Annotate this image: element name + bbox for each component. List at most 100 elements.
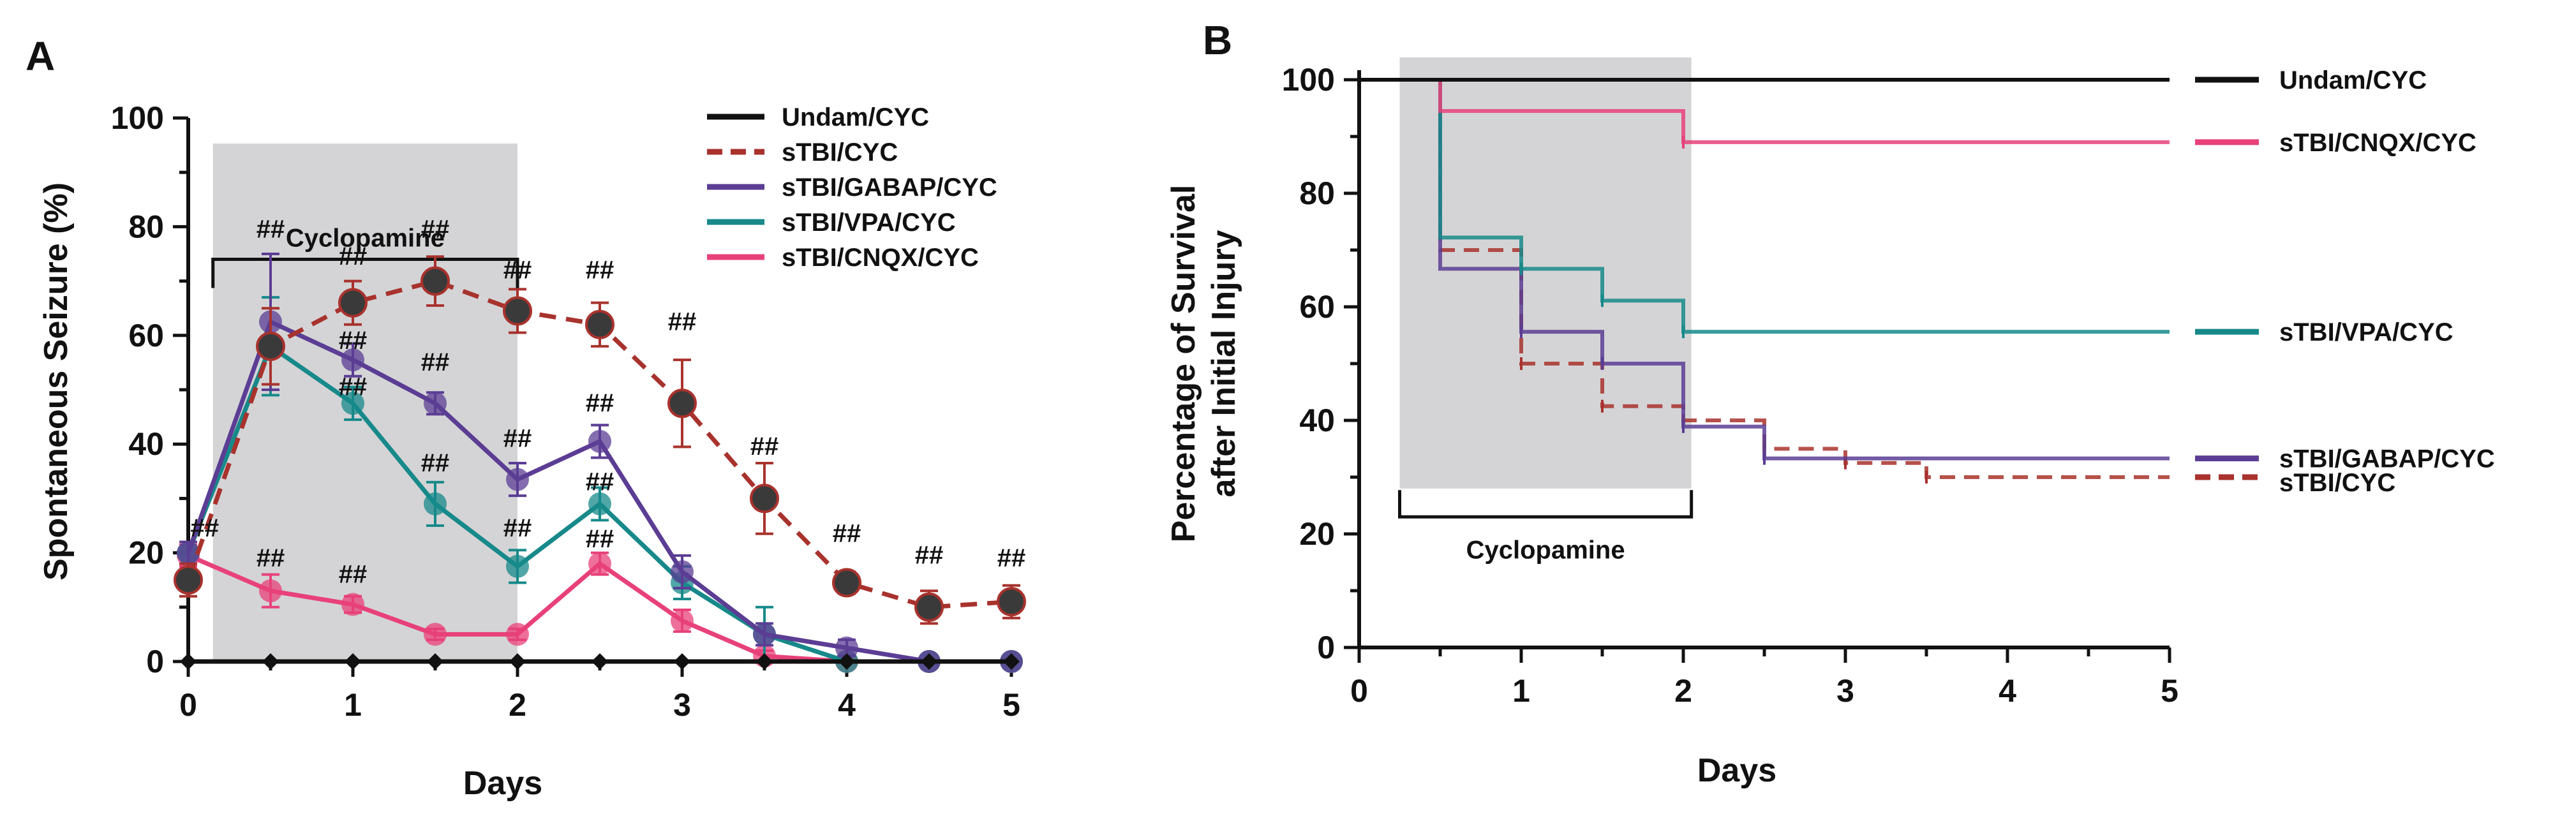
panel-a-significance: ## ## ## ## ## ## ## ## ## ## ## ## ## ## ## ## ## ## ## ##… [191,215,1026,588]
data-point [503,296,532,326]
data-point [588,429,611,453]
legend-item-stbi-cyc: sTBI/CYC [707,138,898,166]
panel-a-letter: A [26,33,55,79]
x-tick-label: 4 [838,687,856,723]
series-stbi-cyc [174,255,1026,625]
survival-step-line [1438,80,2170,334]
panel-a-y-axis-label: Spontaneous Seizure (%) [38,182,75,580]
data-point [509,653,526,670]
legend-item-stbi-gabap-cyc: sTBI/GABAP/CYC [707,174,997,202]
y-tick-label: 60 [128,318,164,353]
data-point [506,554,529,578]
x-tick-label: 1 [344,687,362,723]
significance-marker: ## [339,242,368,270]
legend-label: sTBI/CNQX/CYC [2279,129,2476,157]
x-tick-label: 5 [2161,673,2178,709]
legend-label: Undam/CYC [782,103,929,131]
y-tick-label: 80 [1299,175,1335,211]
data-point [588,552,611,575]
significance-marker: ## [586,256,614,284]
panel-a-x-ticks: 0 1 2 3 4 5 [179,662,1020,723]
legend-label: sTBI/GABAP/CYC [782,174,997,202]
data-point [835,636,858,660]
series-stbi-gabap-cyc [177,253,1023,673]
y-tick-label: 60 [1299,289,1335,325]
data-point [341,348,364,372]
data-point [174,565,203,595]
x-tick-label: 2 [1674,673,1692,709]
legend-item-undam-cyc: Undam/CYC [707,103,929,131]
cyclopamine-bracket [1398,490,1694,519]
y-tick-label: 40 [1299,403,1335,438]
x-tick-label: 3 [673,687,691,723]
significance-marker: ## [339,560,368,588]
data-point [506,623,529,646]
series-stbi-gabap-cyc [1438,80,2170,465]
x-tick-label: 0 [1350,673,1368,709]
legend-label: sTBI/CNQX/CYC [782,244,979,272]
data-point [671,560,694,584]
significance-marker: ## [833,520,861,548]
significance-marker: ## [750,432,779,461]
data-point [424,392,447,415]
data-point [341,392,364,415]
panel-a-y-ticks: 0 20 40 60 80 100 [111,100,188,679]
data-point [667,388,697,418]
x-tick-label: 2 [509,687,526,723]
y-tick-label: 100 [111,100,164,136]
series-stbi-vpa-cyc [1438,80,2170,339]
legend-label: sTBI/VPA/CYC [2279,318,2453,346]
data-point [921,653,937,670]
legend-item-stbi-gabap-cyc: sTBI/GABAP/CYC [2195,445,2495,473]
data-point [585,309,614,339]
panel-b-x-axis-label: Days [1697,752,1776,789]
data-point [506,468,529,491]
legend-label: Undam/CYC [2279,66,2427,94]
significance-marker: ## [339,327,368,355]
cyclopamine-bracket [211,258,519,288]
legend-item-stbi-vpa-cyc: sTBI/VPA/CYC [707,209,956,237]
series-stbi-cnqx-cyc [1438,80,2170,149]
y-tick-label: 0 [1317,630,1335,665]
y-tick-label: 40 [128,426,164,462]
significance-marker: ## [257,544,285,572]
data-point [832,568,861,598]
panel-b-legend: Undam/CYC sTBI/CNQX/CYC sTBI/VPA/CYC sTBI/G… [2195,66,2495,497]
data-point [262,653,279,670]
panel-a-series [174,253,1026,673]
data-point [756,653,773,670]
legend-label: sTBI/CYC [2279,469,2395,497]
panel-a-legend: Undam/CYC sTBI/CYC sTBI/GABAP/CYC sTBI/VPA/… [707,103,997,272]
significance-marker: ## [668,307,697,336]
significance-marker: ## [421,449,450,477]
data-point [750,484,779,514]
data-point [592,653,608,670]
significance-marker: ## [191,514,220,542]
significance-marker: ## [915,542,944,570]
significance-marker: ## [586,468,614,496]
panel-b-x-ticks: 0 1 2 3 4 5 [1350,647,2178,709]
x-tick-label: 5 [1002,687,1020,723]
data-point [180,653,197,670]
cyclopamine-shade [1399,57,1692,489]
legend-label: sTBI/VPA/CYC [782,209,956,237]
data-point [997,587,1026,617]
x-tick-label: 3 [1836,673,1854,709]
panel-b-y-axis-label-line1: Percentage of Survival [1165,185,1202,543]
legend-label: sTBI/GABAP/CYC [2279,445,2495,473]
data-point [588,492,611,515]
cyclopamine-label: Cyclopamine [1466,536,1625,564]
cyclopamine-label: Cyclopamine [286,225,445,253]
legend-label: sTBI/CYC [782,138,898,166]
data-point [838,653,855,670]
significance-marker: ## [421,215,450,243]
legend-item-stbi-vpa-cyc: sTBI/VPA/CYC [2195,318,2453,346]
data-point [259,579,282,603]
panel-a-x-axis-label: Days [463,765,542,802]
significance-marker: ## [257,215,285,243]
data-point [424,623,447,646]
data-point [914,592,944,622]
significance-marker: ## [997,544,1026,572]
